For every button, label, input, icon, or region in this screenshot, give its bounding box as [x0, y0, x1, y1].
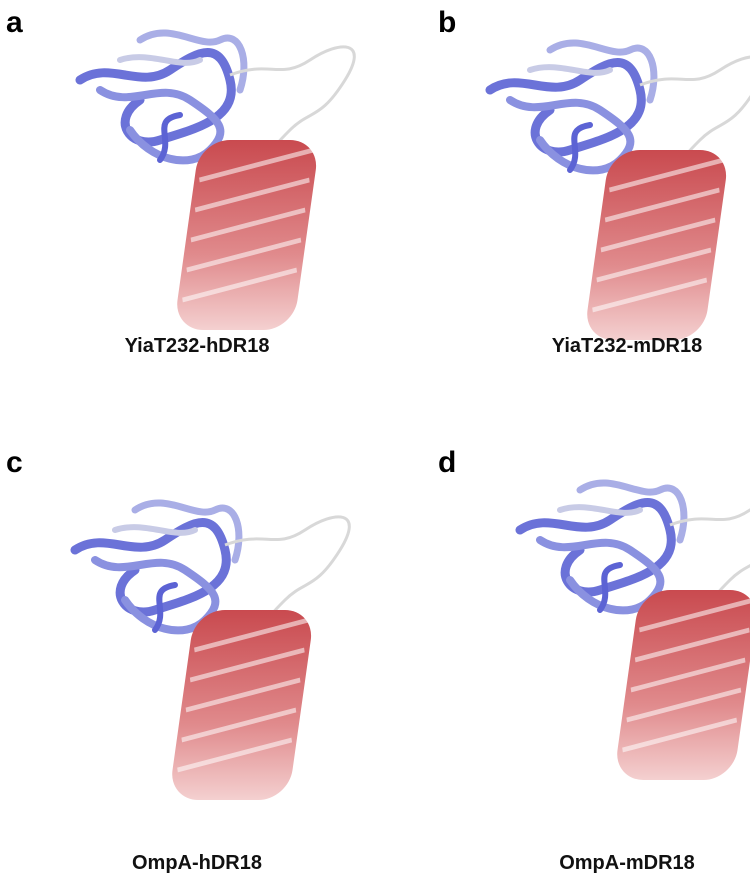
panel-label: b	[438, 6, 456, 39]
panel-caption: OmpA-mDR18	[559, 852, 695, 874]
panel-label: a	[6, 6, 23, 39]
structure-c	[75, 503, 349, 800]
panel-label: c	[6, 446, 23, 479]
panel-caption: OmpA-hDR18	[132, 852, 262, 874]
panel-caption: YiaT232-hDR18	[125, 335, 270, 357]
structure-d	[520, 483, 750, 780]
panel-caption: YiaT232-mDR18	[552, 335, 702, 357]
structure-b	[490, 43, 750, 340]
panel-label: d	[438, 446, 456, 479]
structure-a	[80, 33, 354, 330]
